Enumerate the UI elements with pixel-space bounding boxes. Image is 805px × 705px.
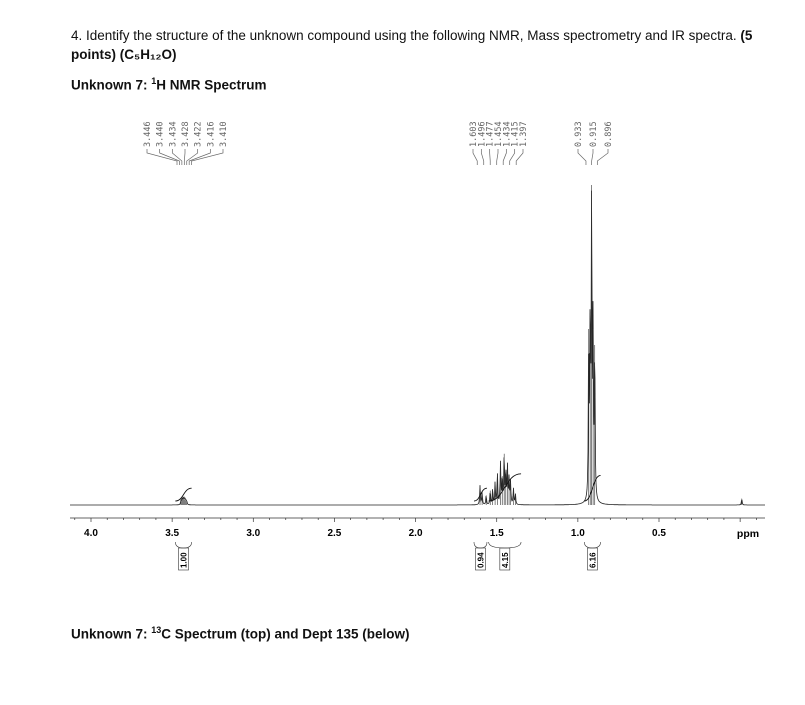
peak-label-connector bbox=[489, 149, 491, 165]
peak-label-connector bbox=[577, 149, 587, 165]
peak-label: 1.434 bbox=[502, 121, 512, 147]
c13-heading: Unknown 7: 13C Spectrum (top) and Dept 1… bbox=[71, 625, 410, 642]
nmr-heading-suffix: H NMR Spectrum bbox=[156, 77, 267, 93]
integral-label: 6.16 bbox=[588, 552, 597, 568]
integral-curve-2 bbox=[488, 473, 522, 502]
peak-label-connector bbox=[515, 149, 524, 165]
integral-bracket-3 bbox=[584, 541, 601, 549]
peak-labels: 3.446 3.440 3.434 3.428 3.422 3.416 3.410 1.603… bbox=[143, 121, 614, 147]
x-tick-label: 4.0 bbox=[84, 528, 98, 539]
peak-label-connectors bbox=[146, 149, 609, 165]
peak-label: 0.915 bbox=[589, 121, 599, 147]
peak-label-connector bbox=[183, 149, 186, 165]
peak-label: 3.434 bbox=[168, 121, 178, 147]
x-tick-label: 3.0 bbox=[246, 528, 260, 539]
peak-label: 0.896 bbox=[604, 121, 614, 147]
c13-heading-suffix: C Spectrum (top) and Dept 135 (below) bbox=[161, 626, 410, 642]
x-tick-label: 1.0 bbox=[571, 528, 585, 539]
question-number: 4. bbox=[71, 28, 83, 43]
question-text: 4. Identify the structure of the unknown… bbox=[71, 26, 771, 64]
peak-label-connector bbox=[591, 149, 594, 165]
x-tick-label: 1.5 bbox=[490, 528, 504, 539]
peak-label: 1.477 bbox=[486, 121, 496, 147]
integral-label: 4.15 bbox=[501, 552, 510, 568]
spectrum-line bbox=[70, 190, 765, 506]
x-tick-label: 2.5 bbox=[327, 528, 341, 539]
integral-label: 0.94 bbox=[476, 552, 485, 568]
peak-label-connector bbox=[186, 149, 199, 165]
nmr-heading-prefix: Unknown 7: bbox=[71, 77, 152, 93]
peak-label: 3.416 bbox=[206, 121, 216, 147]
x-axis: 4.0 3.5 3.0 2.5 2.0 1.5 1.0 0.5 ppm bbox=[70, 517, 765, 540]
question-formula: (C₅H₁₂O) bbox=[119, 47, 177, 62]
peak-label: 3.410 bbox=[219, 121, 229, 147]
peak-label-connector bbox=[146, 149, 178, 165]
x-tick-label: 3.5 bbox=[165, 528, 179, 539]
peak-label-connector bbox=[509, 149, 516, 165]
peak-label-connector bbox=[480, 149, 485, 165]
integral-label: 1.00 bbox=[180, 552, 189, 568]
peak-label-connector bbox=[191, 149, 224, 165]
x-axis-label: ppm bbox=[737, 528, 759, 540]
integral-bracket-0 bbox=[175, 541, 192, 549]
question-body: Identify the structure of the unknown co… bbox=[86, 28, 737, 43]
integral-bracket-2 bbox=[488, 541, 522, 549]
peak-label: 1.603 bbox=[469, 121, 479, 147]
peak-label: 3.428 bbox=[181, 121, 191, 147]
spectrum-trace bbox=[70, 185, 765, 506]
c13-heading-prefix: Unknown 7: bbox=[71, 626, 152, 642]
peak-label-connector bbox=[596, 149, 609, 165]
peak-label: 1.454 bbox=[494, 121, 504, 147]
nmr-heading: Unknown 7: 1H NMR Spectrum bbox=[71, 76, 267, 93]
peak-label: 1.496 bbox=[477, 121, 487, 147]
peak-label: 1.397 bbox=[519, 121, 529, 147]
peak-label-connector bbox=[472, 149, 478, 165]
peak-label: 0.933 bbox=[574, 121, 584, 147]
x-tick-label: 2.0 bbox=[409, 528, 423, 539]
nmr-heading-sup: 1 bbox=[151, 76, 157, 86]
integral-curves bbox=[175, 473, 601, 502]
peak-label-connector bbox=[496, 149, 499, 165]
nmr-spectrum-chart: 3.446 3.440 3.434 3.428 3.422 3.416 3.410 1.603… bbox=[70, 121, 765, 571]
peak-label-connector bbox=[171, 149, 183, 165]
peak-label-connector bbox=[188, 149, 211, 165]
integral-curve-1 bbox=[473, 487, 488, 502]
integral-labels: 1.00 0.94 4.15 6.16 bbox=[175, 541, 601, 571]
peak-label: 1.415 bbox=[511, 121, 521, 147]
question-points: (5 points) bbox=[71, 28, 753, 62]
integral-bracket-1 bbox=[473, 541, 488, 549]
peak-label-connector bbox=[502, 149, 507, 165]
integral-curve-0 bbox=[175, 487, 192, 502]
c13-heading-sup: 13 bbox=[151, 625, 162, 635]
peak-label: 3.422 bbox=[194, 121, 204, 147]
peak-label-connector bbox=[159, 149, 180, 165]
peak-label: 3.440 bbox=[156, 121, 166, 147]
integral-curve-3 bbox=[584, 474, 601, 502]
x-tick-label: 0.5 bbox=[652, 528, 666, 539]
peak-label: 3.446 bbox=[143, 121, 153, 147]
